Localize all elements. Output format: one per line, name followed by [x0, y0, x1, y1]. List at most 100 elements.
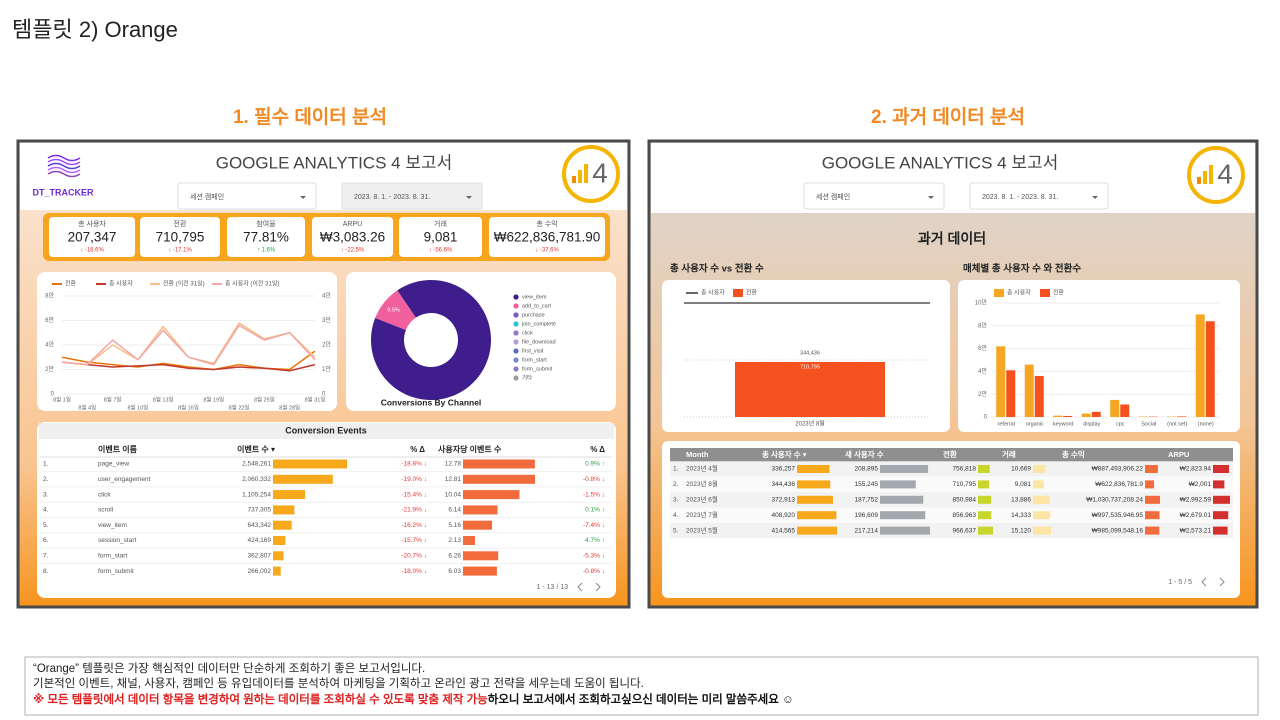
- logo-wave: [47, 170, 81, 178]
- per-user-delta: 0.1% ↑: [585, 507, 605, 514]
- legend-label: 총 사용자: [701, 289, 725, 297]
- legend-dot: [513, 303, 519, 309]
- filter-dropdown[interactable]: [341, 182, 483, 210]
- cell-bar: [1213, 465, 1230, 473]
- pagination: 1 - 5 / 5: [1168, 579, 1192, 586]
- cell-value: 336,257: [772, 466, 796, 473]
- per-user-delta: 4.7% ↑: [585, 537, 605, 544]
- next-page-button[interactable]: [595, 582, 601, 592]
- y-tick-label: 8만: [978, 321, 987, 329]
- chart-title: 매체별 총 사용자 수 와 전환수: [963, 263, 1081, 275]
- prev-page-button[interactable]: [577, 582, 583, 592]
- x-tick-label: 8월 10일: [127, 403, 148, 411]
- per-user-delta: -0.8% ↓: [583, 476, 605, 483]
- x-tick-label: Social: [1141, 421, 1156, 427]
- filter-label: 2023. 8. 1. - 2023. 8. 31.: [354, 194, 430, 201]
- next-page-button[interactable]: [1219, 577, 1225, 587]
- cell-value: 9,081: [1015, 481, 1032, 488]
- section-title: 1. 필수 데이터 분석: [233, 106, 387, 128]
- row-rank: 4.: [43, 507, 49, 514]
- row-rank: 5.: [43, 522, 49, 529]
- per-user-bar: [463, 474, 535, 484]
- cell-bar: [1213, 480, 1225, 489]
- x-tick-label: 8월 13일: [153, 395, 174, 403]
- y-tick-label: 2만: [978, 390, 987, 398]
- legend-label: 총 사용자: [1007, 289, 1031, 297]
- filter-dropdown[interactable]: [803, 182, 945, 210]
- count-bar: [273, 459, 347, 469]
- column-header: 총 사용자 수 ▾: [762, 449, 807, 459]
- legend-dot: [513, 321, 519, 327]
- kpi-value: 9,081: [424, 230, 458, 245]
- logo-text: DT_TRACKER: [32, 187, 94, 197]
- legend-label: 전환: [65, 280, 77, 288]
- dropdown-arrow: [1092, 196, 1098, 199]
- legend-label: 기타: [522, 373, 532, 381]
- table-title-band: [39, 423, 614, 439]
- legend-dot: [513, 357, 519, 363]
- note-rest: 하오니 보고서에서 조회하고싶으신 데이터는 미리 말씀주세요 ☺: [488, 692, 794, 706]
- note-highlight: ※ 모든 템플릿에서 데이터 항목을 변경하여 원하는 데이터를 조회하실 수 …: [33, 692, 488, 706]
- section-heading: 과거 데이터: [918, 231, 986, 247]
- x-tick-label: 8월 7일: [104, 395, 122, 403]
- bar: [1081, 413, 1091, 417]
- cell-bar: [978, 480, 990, 489]
- legend-label: file_download: [522, 339, 556, 345]
- legend-dot: [513, 330, 519, 336]
- cell-value: 408,920: [772, 512, 796, 519]
- slice-label: 9.5%: [387, 307, 400, 313]
- filter-dropdown[interactable]: [969, 182, 1109, 210]
- kpi-card: [140, 217, 220, 257]
- line-chart-card: [37, 272, 337, 411]
- section-title: 2. 과거 데이터 분석: [871, 106, 1025, 128]
- value-label: 710,795: [800, 364, 820, 370]
- legend-label: form_submit: [522, 366, 553, 372]
- per-user-value: 6.03: [448, 568, 461, 575]
- count-bar: [273, 474, 333, 484]
- cell-value: 217,214: [855, 527, 879, 534]
- y2-tick-label: 4만: [322, 292, 331, 300]
- y-tick-label: 6만: [45, 316, 54, 324]
- cell-bar: [880, 495, 924, 504]
- cell-value: 344,436: [772, 481, 796, 488]
- per-user-value: 10.04: [445, 491, 462, 498]
- x-tick-label: 8월 28일: [279, 403, 300, 411]
- legend-label: 전환: [1053, 289, 1065, 297]
- column-header: % Δ: [590, 445, 605, 454]
- per-user-bar: [463, 551, 499, 561]
- cell-bar: [1033, 480, 1044, 489]
- filter-dropdown[interactable]: [177, 182, 317, 210]
- x-tick-label: 8월 16일: [178, 403, 199, 411]
- x-tick-label: display: [1083, 421, 1100, 427]
- y-tick-label: 0: [51, 392, 55, 398]
- row-rank: 2.: [673, 481, 679, 488]
- bar: [1053, 415, 1063, 417]
- x-tick-label: 2023년 8월: [795, 420, 824, 428]
- row-rank: 1.: [673, 466, 679, 473]
- kpi-label: 총 수익: [536, 219, 557, 228]
- x-tick-label: 8월 1일: [53, 395, 71, 403]
- donut-title: Conversions By Channel: [381, 397, 482, 407]
- cell-bar: [797, 480, 831, 489]
- dropdown-arrow: [300, 196, 306, 199]
- prev-page-button[interactable]: [1201, 577, 1207, 587]
- cell-bar: [880, 511, 926, 520]
- donut-slice: [371, 279, 492, 400]
- event-name: form_submit: [98, 568, 134, 575]
- legend-label: 총 사용자 (이전 31일): [225, 280, 279, 288]
- event-name: scroll: [98, 507, 114, 514]
- logo-wave: [47, 162, 81, 170]
- cell-bar: [1213, 511, 1229, 520]
- cell-bar: [978, 526, 993, 535]
- cell-bar: [978, 511, 992, 520]
- x-tick-label: 8월 25일: [254, 395, 275, 403]
- count-bar: [273, 505, 295, 515]
- count-delta: -18.0% ↓: [401, 568, 427, 575]
- kpi-delta: ↓ -56.6%: [429, 248, 453, 254]
- cell-value: 710,795: [953, 481, 977, 488]
- column-header: 총 수익: [1062, 449, 1085, 459]
- y-tick-label: 4만: [978, 367, 987, 375]
- y2-tick-label: 2만: [322, 341, 331, 349]
- logo-wave: [47, 158, 81, 166]
- legend-dot: [513, 339, 519, 345]
